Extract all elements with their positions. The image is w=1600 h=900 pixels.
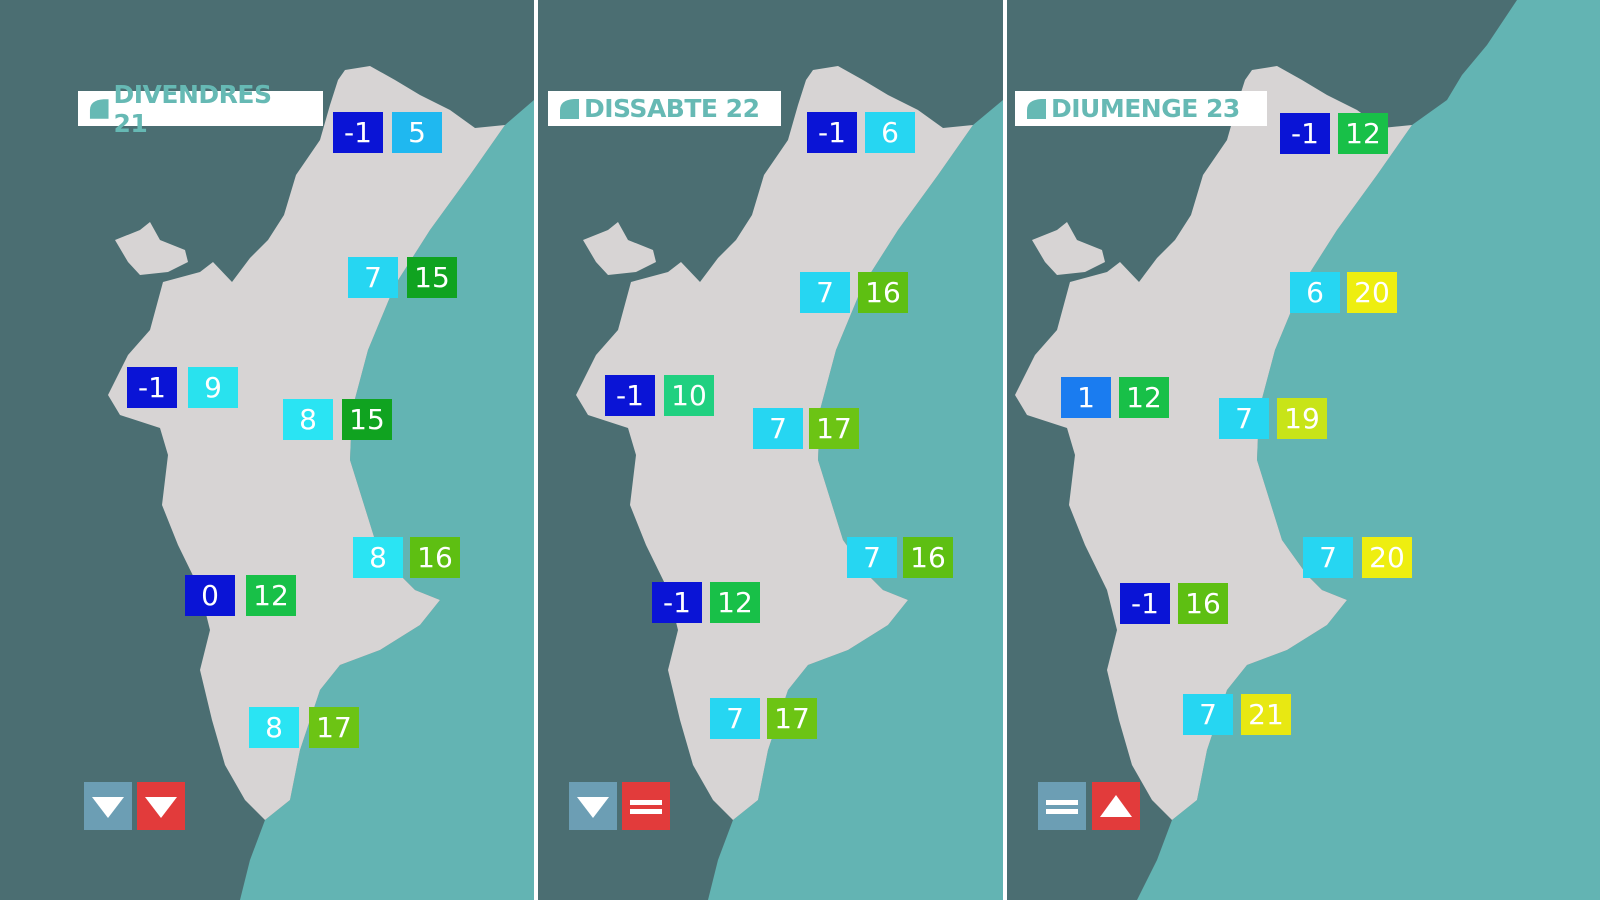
- day-label-text: DIUMENGE 23: [1051, 94, 1240, 123]
- max-temp: 21: [1241, 694, 1291, 735]
- max-temp: 12: [1338, 113, 1388, 154]
- min-temp: -1: [1120, 583, 1170, 624]
- max-temp: 17: [809, 408, 859, 449]
- sea-area: [1137, 0, 1600, 900]
- trend-min-indicator: [569, 782, 617, 830]
- day-label-text: DISSABTE 22: [584, 94, 760, 123]
- region-map: [576, 66, 1003, 900]
- max-temp: 10: [664, 375, 714, 416]
- region-map: [108, 66, 534, 900]
- trend-max-indicator: [622, 782, 670, 830]
- triangle-up-icon: [1100, 795, 1132, 817]
- max-temp: 12: [246, 575, 296, 616]
- max-temp: 9: [188, 367, 238, 408]
- max-temp: 16: [410, 537, 460, 578]
- sea-area: [240, 100, 534, 900]
- forecast-panel-sunday: DIUMENGE 23 -1 12 6 20 1 12 7 19 7 20 -1…: [1007, 0, 1600, 900]
- min-temp: 7: [847, 537, 897, 578]
- forecast-panel-friday: DIVENDRES 21 -1 5 7 15 -1 9 8 15 8 16 0 …: [0, 0, 534, 900]
- min-temp: 8: [283, 399, 333, 440]
- region-map: [1015, 0, 1600, 900]
- max-temp: 16: [1178, 583, 1228, 624]
- max-temp: 16: [903, 537, 953, 578]
- min-temp: -1: [605, 375, 655, 416]
- max-temp: 19: [1277, 398, 1327, 439]
- forecast-panel-saturday: DISSABTE 22 -1 6 7 16 -1 10 7 17 7 16 -1…: [538, 0, 1003, 900]
- max-temp: 12: [710, 582, 760, 623]
- min-temp: 7: [1303, 537, 1353, 578]
- day-label-text: DIVENDRES 21: [113, 79, 272, 138]
- min-temp: 0: [185, 575, 235, 616]
- trend-max-indicator: [1092, 782, 1140, 830]
- max-temp: 5: [392, 112, 442, 153]
- land-enclave: [1032, 222, 1105, 275]
- max-temp: 17: [309, 707, 359, 748]
- trend-max-indicator: [137, 782, 185, 830]
- sea-area: [708, 100, 1003, 900]
- triangle-down-icon: [92, 797, 124, 818]
- max-temp: 15: [342, 399, 392, 440]
- max-temp: 12: [1119, 377, 1169, 418]
- min-temp: 8: [249, 707, 299, 748]
- max-temp: 17: [767, 698, 817, 739]
- min-temp: -1: [807, 112, 857, 153]
- trend-min-indicator: [1038, 782, 1086, 830]
- min-temp: 8: [353, 537, 403, 578]
- land-area: [108, 66, 505, 820]
- triangle-down-icon: [145, 797, 177, 818]
- equal-icon: [1046, 800, 1078, 814]
- min-temp: 7: [348, 257, 398, 298]
- land-area: [1015, 66, 1412, 820]
- min-temp: 7: [710, 698, 760, 739]
- max-temp: 20: [1362, 537, 1412, 578]
- leaf-logo-icon: [89, 98, 109, 119]
- equal-icon: [630, 800, 662, 814]
- max-temp: 16: [858, 272, 908, 313]
- min-temp: 7: [1183, 694, 1233, 735]
- min-temp: -1: [1280, 113, 1330, 154]
- max-temp: 15: [407, 257, 457, 298]
- min-temp: 7: [800, 272, 850, 313]
- triangle-down-icon: [577, 797, 609, 818]
- max-temp: 20: [1347, 272, 1397, 313]
- land-enclave: [583, 222, 656, 275]
- day-label: DIVENDRES 21: [78, 80, 323, 138]
- min-temp: -1: [127, 367, 177, 408]
- min-temp: 6: [1290, 272, 1340, 313]
- day-label: DISSABTE 22: [548, 91, 781, 126]
- land-enclave: [115, 222, 188, 275]
- leaf-logo-icon: [560, 98, 579, 119]
- day-label: DIUMENGE 23: [1015, 91, 1267, 126]
- min-temp: 7: [1219, 398, 1269, 439]
- min-temp: -1: [333, 112, 383, 153]
- trend-min-indicator: [84, 782, 132, 830]
- max-temp: 6: [865, 112, 915, 153]
- leaf-logo-icon: [1027, 98, 1046, 119]
- min-temp: -1: [652, 582, 702, 623]
- min-temp: 1: [1061, 377, 1111, 418]
- min-temp: 7: [753, 408, 803, 449]
